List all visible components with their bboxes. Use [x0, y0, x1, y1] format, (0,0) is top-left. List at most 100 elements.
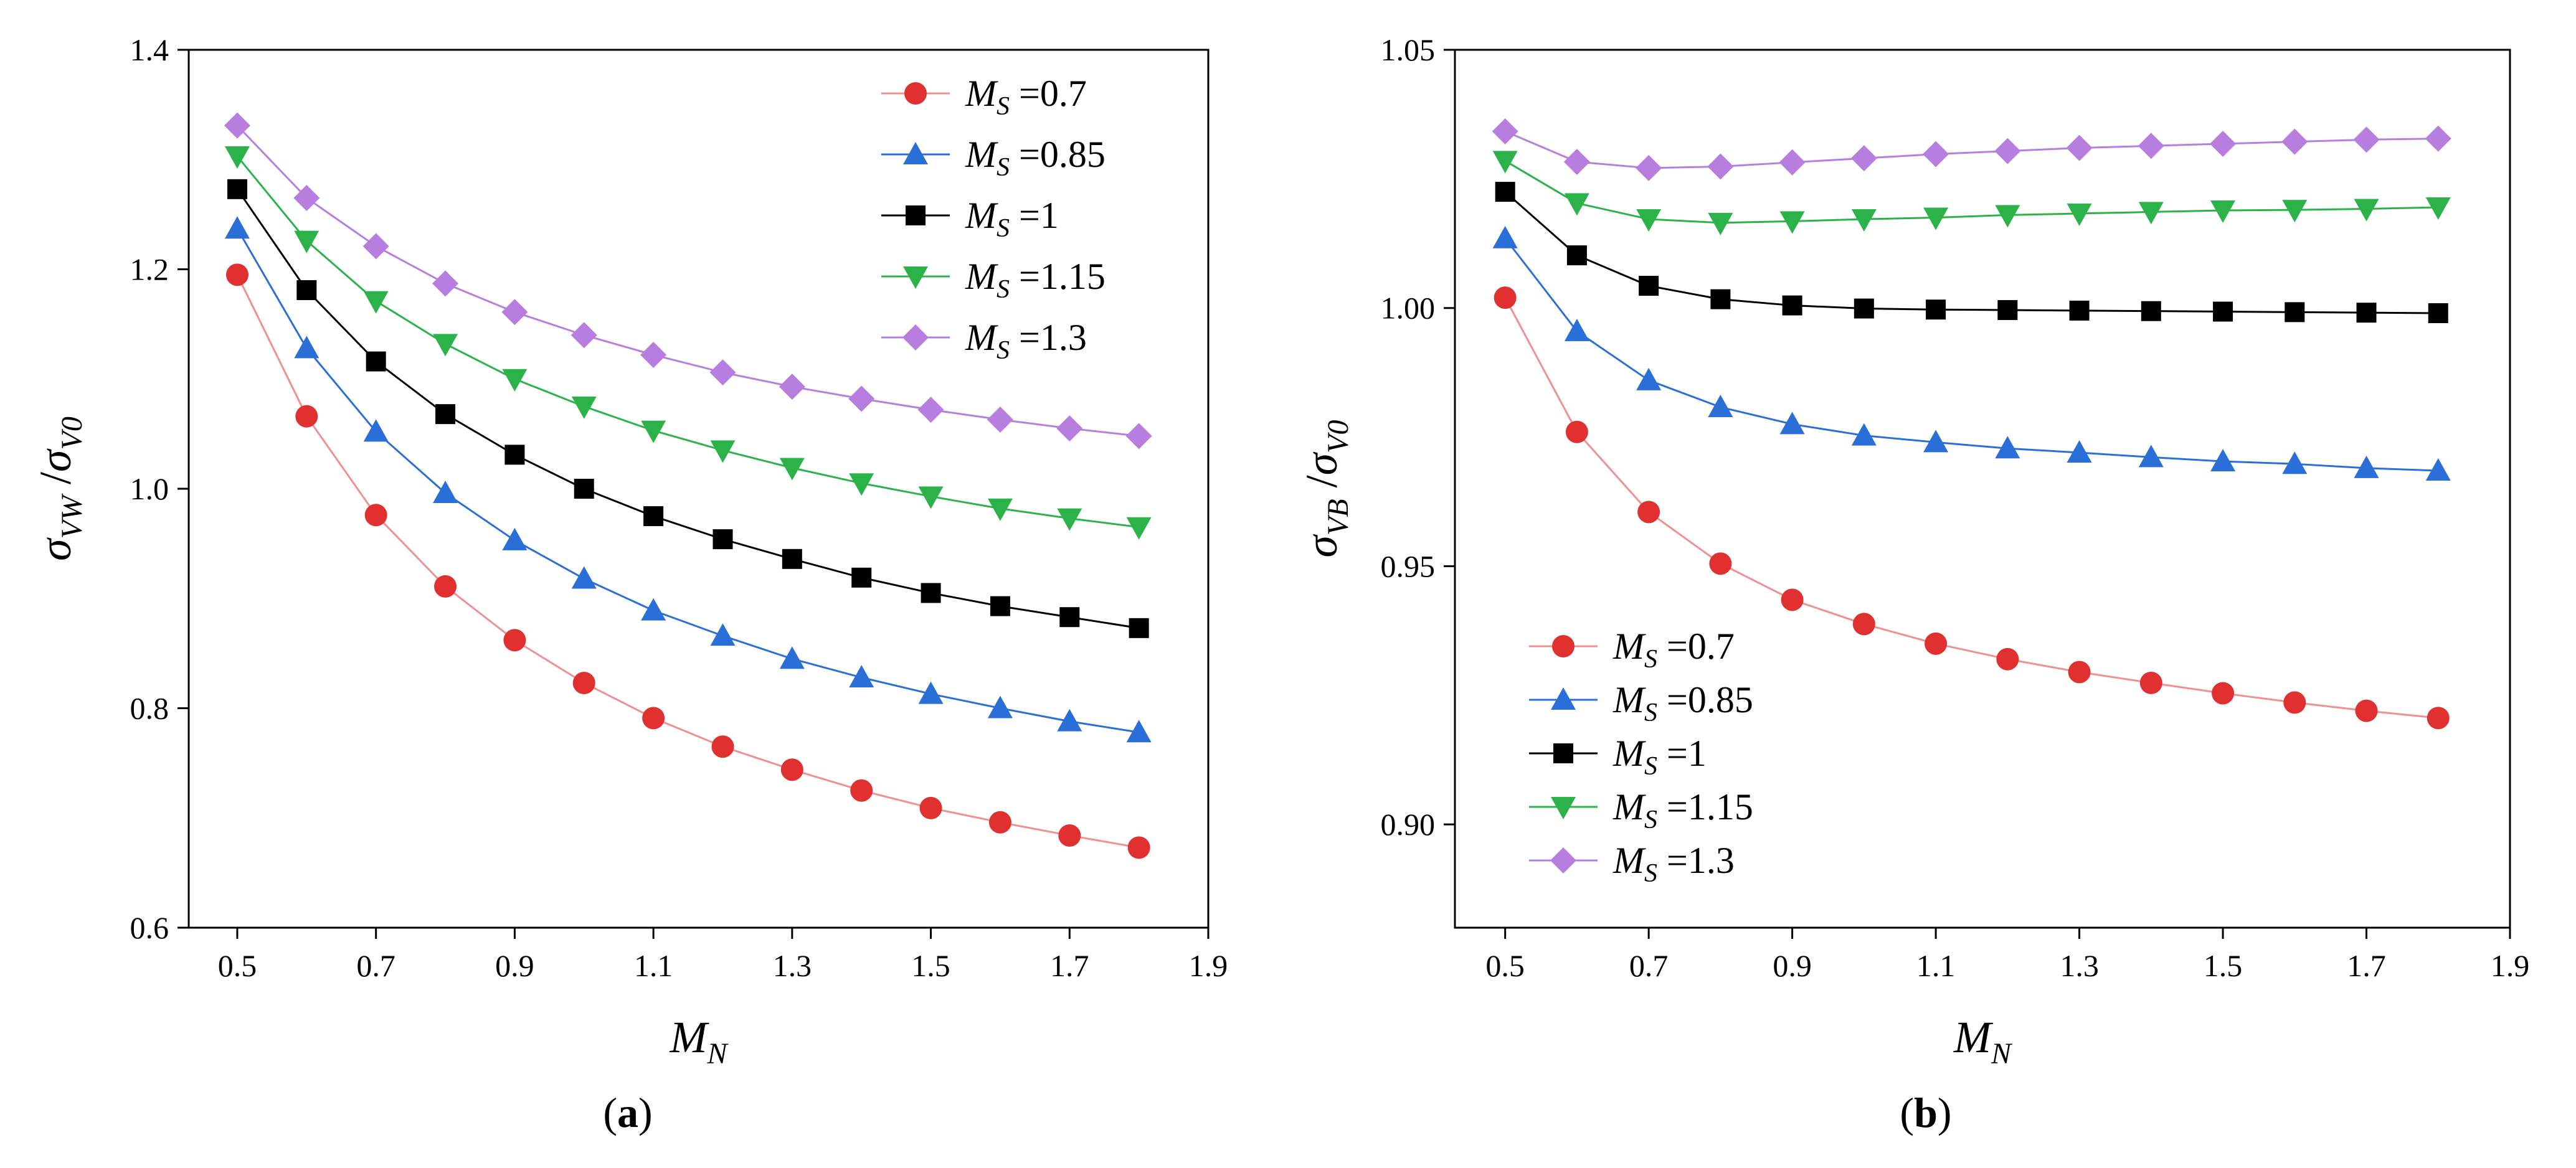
data-point: [710, 440, 736, 463]
legend-label-sub: S: [997, 336, 1010, 365]
data-point: [2210, 130, 2237, 157]
data-point: [2069, 300, 2090, 321]
y-axis-label-sigma: σ: [31, 448, 80, 472]
y-tick-label: 0.6: [130, 910, 169, 945]
data-point: [987, 498, 1013, 521]
x-tick-label: 1.5: [2204, 948, 2243, 983]
legend-marker: [904, 82, 927, 105]
legend-label-main: M: [1612, 679, 1646, 720]
data-point: [641, 598, 666, 621]
legend-marker: [1553, 743, 1573, 763]
data-point: [1126, 720, 1152, 743]
data-point: [502, 527, 528, 550]
data-point: [1564, 319, 1589, 342]
y-tick-label: 1.4: [130, 32, 169, 67]
data-point: [363, 291, 389, 314]
y-tick-label: 0.8: [130, 691, 169, 726]
legend-label: MS =1.15: [1612, 786, 1753, 834]
x-tick-label: 1.9: [2491, 948, 2530, 983]
x-tick-label: 1.7: [1050, 948, 1089, 983]
series-4: [224, 146, 1152, 540]
data-point: [432, 270, 459, 297]
plot-frame: [187, 49, 1210, 929]
caption-open: (: [1900, 1089, 1914, 1136]
x-tick-label: 0.9: [495, 948, 534, 983]
data-point: [1492, 225, 1518, 248]
legend-marker: [906, 205, 926, 225]
series-1: [1494, 286, 2450, 730]
data-point: [1710, 289, 1731, 309]
data-point: [1997, 300, 2018, 321]
legend-label: MS =0.85: [965, 134, 1106, 182]
data-point: [1995, 436, 2020, 459]
data-point: [1708, 212, 1733, 235]
data-point: [713, 529, 733, 550]
data-point: [1923, 430, 1949, 453]
data-point: [849, 473, 874, 496]
data-point: [850, 779, 873, 802]
chart-b: 0.5 0.7 0.9 1.1 1.3 1.5 1.7 1.9 0.90 0.95 1.00 1.05…: [1297, 32, 2529, 1136]
data-point: [918, 486, 944, 509]
data-point: [1995, 205, 2020, 228]
legend-label-value: =1: [1657, 733, 1707, 774]
data-point: [503, 629, 526, 652]
data-point: [2282, 200, 2308, 223]
x-tick-label: 0.5: [1485, 948, 1525, 983]
y-tick-label: 0.95: [1381, 549, 1436, 583]
data-point: [1923, 141, 1949, 167]
legend-label-value: =0.85: [1010, 134, 1106, 175]
data-point: [571, 322, 597, 349]
series-5: [1492, 118, 2451, 181]
y-axis-label-sigma: σ: [31, 537, 80, 561]
data-point: [849, 665, 874, 688]
series-1: [225, 263, 1150, 859]
series-4: [1492, 151, 2451, 235]
x-tick-label: 1.3: [773, 948, 812, 983]
data-point: [227, 179, 247, 199]
legend-label-sub: S: [1644, 859, 1657, 888]
data-point: [1708, 394, 1733, 417]
legend-marker: [902, 324, 929, 351]
data-point: [2067, 203, 2092, 226]
y-tick-label: 1.00: [1381, 291, 1436, 326]
legend-label-sub: S: [1644, 645, 1657, 674]
data-point: [1926, 299, 1946, 320]
data-point: [2353, 126, 2380, 153]
data-point: [990, 596, 1010, 616]
data-point: [2425, 458, 2451, 481]
data-point: [1056, 415, 1083, 442]
legend-label-main: M: [965, 134, 998, 175]
data-point: [363, 419, 389, 442]
data-point: [2067, 440, 2092, 463]
data-point: [502, 369, 528, 392]
data-point: [2428, 303, 2448, 323]
data-point: [294, 336, 320, 359]
x-tick-label: 0.7: [356, 948, 395, 983]
y-tick-label: 1.05: [1381, 32, 1436, 67]
data-point: [2138, 445, 2164, 468]
data-point: [642, 707, 665, 730]
caption: (a): [603, 1089, 652, 1136]
data-point: [1782, 295, 1802, 316]
x-axis-label: MN: [1953, 1012, 2013, 1070]
legend-label-value: =0.85: [1657, 679, 1753, 720]
series-line: [236, 156, 1139, 529]
legend-label-value: =1.3: [1010, 317, 1087, 358]
legend-label: MS =1: [965, 195, 1059, 243]
legend-label-main: M: [965, 317, 998, 358]
legend-marker: [1551, 797, 1576, 819]
data-point: [571, 396, 597, 419]
caption-open: (: [603, 1089, 617, 1136]
data-point: [2141, 301, 2161, 321]
data-point: [434, 575, 457, 598]
data-point: [1565, 420, 1588, 443]
data-point: [918, 681, 944, 704]
data-point: [1851, 209, 1877, 232]
legend-label-value: =0.7: [1010, 73, 1087, 114]
x-axis-label-sub: N: [1991, 1037, 2013, 1070]
data-point: [641, 420, 666, 443]
data-point: [1854, 298, 1874, 319]
x-tick-label: 1.1: [634, 948, 673, 983]
legend-label: MS =1.15: [965, 256, 1106, 304]
data-point: [2425, 197, 2451, 220]
